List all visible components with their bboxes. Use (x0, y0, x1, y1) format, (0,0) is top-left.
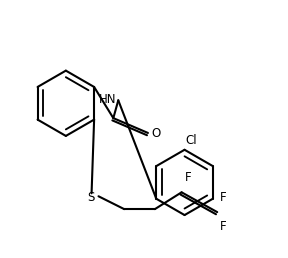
Text: Cl: Cl (185, 134, 197, 147)
Text: F: F (185, 171, 191, 184)
Text: O: O (151, 127, 160, 140)
Text: HN: HN (99, 93, 116, 106)
Text: F: F (220, 220, 227, 233)
Text: F: F (220, 191, 227, 204)
Text: S: S (87, 191, 94, 204)
